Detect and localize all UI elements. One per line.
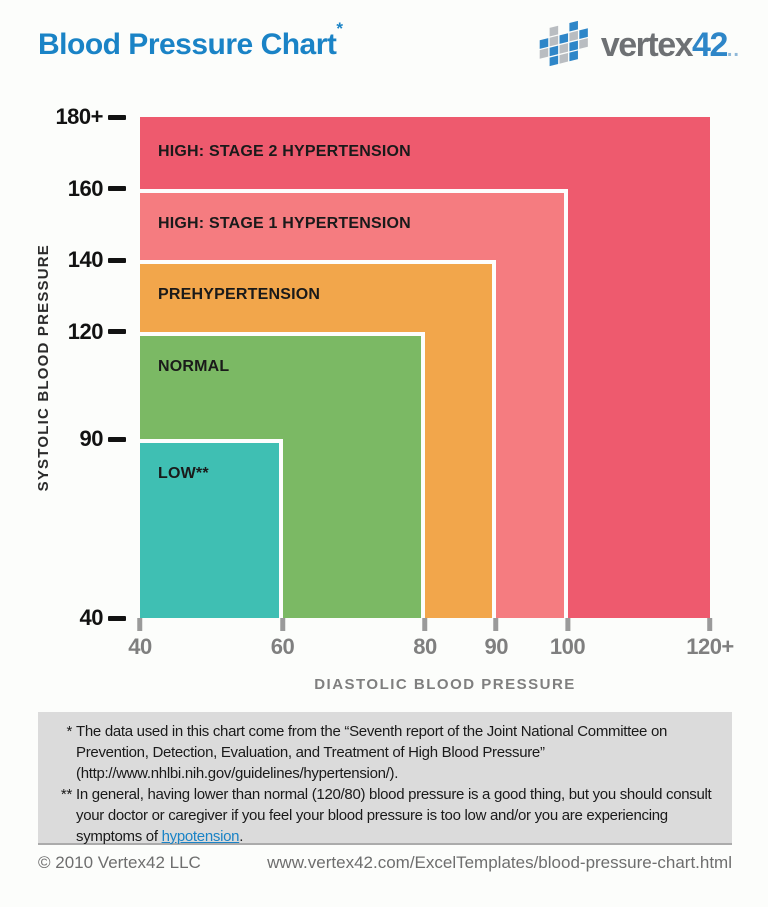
x-tick-label: 100 <box>549 634 586 659</box>
y-tick-label: 40 <box>79 605 104 630</box>
title-asterisk: * <box>336 18 343 38</box>
y-tick-mark <box>108 186 126 192</box>
vertex42-wordmark: vertex42.. <box>601 28 740 62</box>
x-tick-40: 40 <box>128 618 152 660</box>
wordmark-vertex: vertex <box>600 26 694 64</box>
vertex42-logo: vertex42.. <box>535 18 740 72</box>
y-tick-mark <box>108 436 126 442</box>
wordmark-42: 42 <box>692 26 728 64</box>
footnote-text: In general, having lower than normal (12… <box>76 784 718 847</box>
zone-label-high-stage-2-hypertension: HIGH: STAGE 2 HYPERTENSION <box>158 143 411 160</box>
x-tick-label: 80 <box>413 634 437 659</box>
x-tick-label: 120+ <box>686 634 734 659</box>
y-tick-mark <box>108 257 126 263</box>
x-tick-80: 80 <box>413 618 437 660</box>
footnote-text: The data used in this chart come from th… <box>76 723 668 782</box>
footnote-text-after-link: . <box>239 828 244 845</box>
y-tick-40: 40 <box>80 605 126 631</box>
x-tick-mark <box>279 618 285 631</box>
x-tick-mark <box>493 618 499 631</box>
footer-url: www.vertex42.com/ExcelTemplates/blood-pr… <box>267 853 732 872</box>
y-tick-label: 120 <box>67 318 104 344</box>
zone-label-low: LOW** <box>158 465 209 483</box>
wordmark-dots: .. <box>726 39 740 61</box>
zone-label-normal: NORMAL <box>158 357 230 375</box>
x-tick-label: 60 <box>270 634 295 659</box>
x-axis: 40 60 80 90 100 120+ <box>128 618 734 678</box>
x-tick-label: 90 <box>484 634 509 659</box>
x-tick-100: 100 <box>549 618 586 660</box>
x-tick-mark <box>565 618 570 631</box>
y-tick-label: 140 <box>67 247 104 273</box>
hypotension-link[interactable]: hypotension <box>161 828 240 845</box>
footnote-text-before-link: In general, having lower than normal (12… <box>76 786 712 845</box>
vertex42-mosaic-icon <box>539 20 588 67</box>
y-tick-120: 120 <box>68 319 126 345</box>
x-tick-120: 120+ <box>686 618 734 660</box>
y-tick-180: 180+ <box>55 104 126 130</box>
y-tick-label: 160 <box>67 175 104 201</box>
footnote-marker: ** <box>60 786 72 803</box>
footnote-low-bp: ** In general, having lower than normal … <box>38 784 718 847</box>
footnote-source: * The data used in this chart come from … <box>38 721 718 784</box>
footnote-marker: * <box>66 723 72 740</box>
y-tick-label: 180+ <box>55 104 103 129</box>
page-title-text: Blood Pressure Chart <box>38 28 337 61</box>
plot-area: HIGH: STAGE 2 HYPERTENSION HIGH: STAGE 1 … <box>140 117 710 618</box>
zone-rect-low <box>140 439 283 618</box>
x-tick-label: 40 <box>128 634 152 659</box>
page-title: Blood Pressure Chart* <box>38 19 343 62</box>
x-tick-mark <box>707 618 713 631</box>
blood-pressure-chart: SYSTOLIC BLOOD PRESSURE 40 90 120 140 160 180… <box>0 104 735 693</box>
x-tick-90: 90 <box>484 618 509 660</box>
x-axis-title: DIASTOLIC BLOOD PRESSURE <box>314 676 576 693</box>
y-tick-160: 160 <box>68 176 126 202</box>
y-tick-mark <box>108 615 126 621</box>
x-tick-mark <box>137 618 143 631</box>
footer: © 2010 Vertex42 LLC www.vertex42.com/Exc… <box>38 853 732 873</box>
copyright-text: © 2010 Vertex42 LLC <box>38 853 201 872</box>
y-tick-140: 140 <box>68 247 126 273</box>
footnotes-box: * The data used in this chart come from … <box>38 712 732 845</box>
x-tick-60: 60 <box>270 618 295 660</box>
y-axis: 40 90 120 140 160 180+ <box>0 104 126 630</box>
y-tick-90: 90 <box>80 426 126 452</box>
x-tick-mark <box>422 618 428 631</box>
y-tick-mark <box>108 329 126 335</box>
y-tick-mark <box>108 114 126 120</box>
zone-label-high-stage-1-hypertension: HIGH: STAGE 1 HYPERTENSION <box>158 214 411 232</box>
zone-label-prehypertension: PREHYPERTENSION <box>158 286 321 304</box>
y-tick-label: 90 <box>79 426 104 452</box>
